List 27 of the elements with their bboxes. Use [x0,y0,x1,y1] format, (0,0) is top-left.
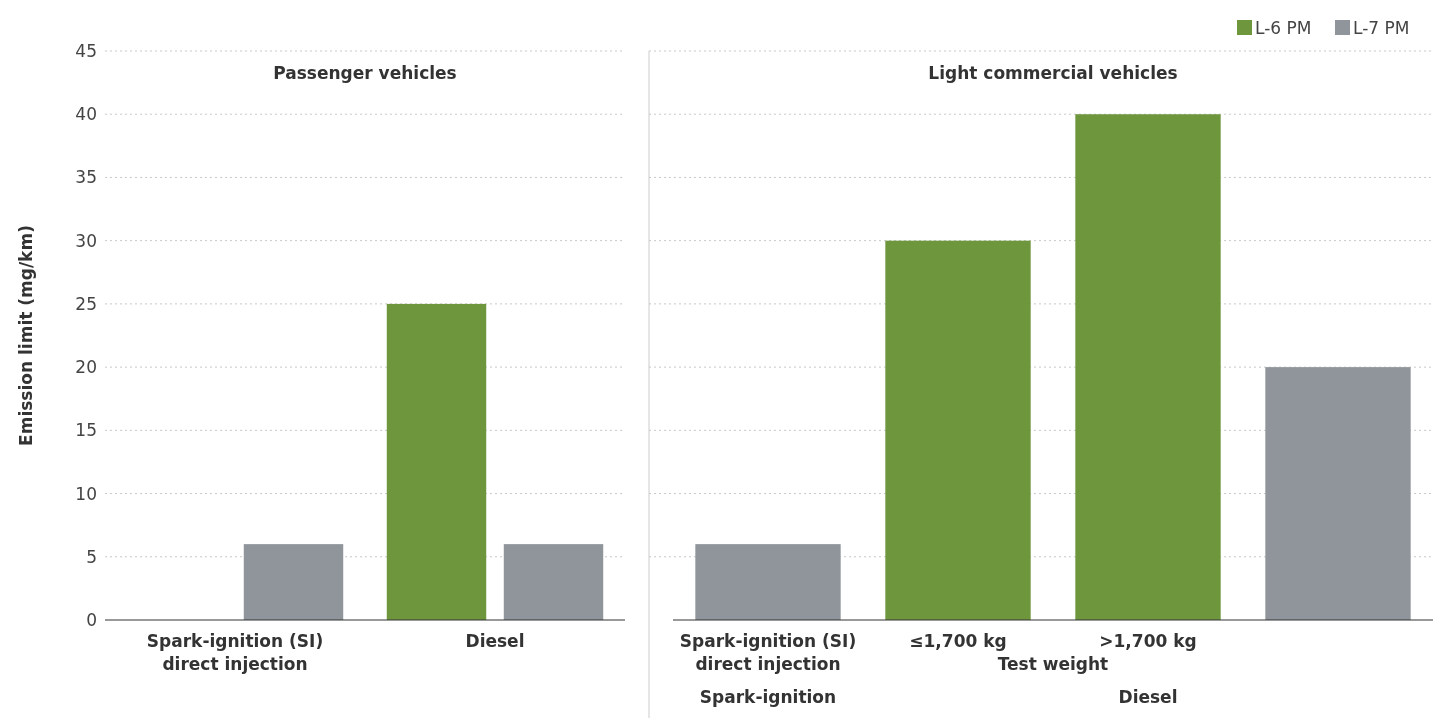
text: Diesel [1118,687,1178,707]
text: Test weight [997,654,1109,674]
x-tick-label: Spark-ignition (SI) direct injection [679,631,857,674]
y-tick-label: 15 [75,420,97,441]
x-tick-label: >1,700 kg [1099,631,1197,651]
y-tick-label: 5 [86,546,97,567]
text: Light commercial vehicles [928,63,1178,83]
text: Passenger vehicles [273,63,457,83]
y-tick-label: 40 [75,104,97,125]
y-tick-label: 0 [86,609,97,630]
y-axis-title: Emission limit (mg/km) [16,225,36,446]
y-tick-label: 25 [75,293,97,314]
legend-label: L-7 PM [1353,18,1410,38]
y-tick-label: 45 [75,40,97,61]
bar [885,240,1031,620]
y-tick-label: 20 [75,357,97,378]
bar [1265,367,1411,620]
bar [1075,114,1221,620]
y-tick-label: 10 [75,483,97,504]
x-tick-label: Diesel [465,631,525,651]
text: Spark-ignition [699,687,837,707]
y-tick-label: 30 [75,230,97,251]
x-tick-label: ≤1,700 kg [909,631,1007,651]
bar [695,544,841,620]
y-tick-label: 35 [75,167,97,188]
x-tick-label: Spark-ignition (SI) direct injection [146,631,324,674]
legend-label: L-6 PM [1255,18,1312,38]
